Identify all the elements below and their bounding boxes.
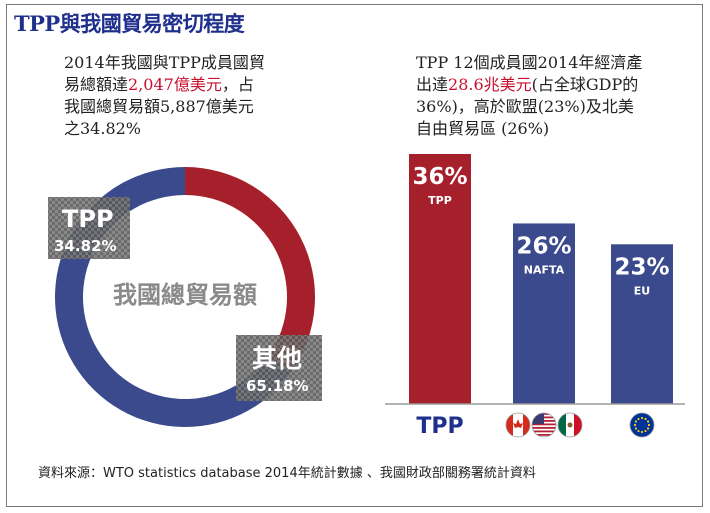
trade-total-highlight: 2,047億美元 [128,75,222,94]
other-slice-label-box: 其他 65.18% [236,335,322,401]
gdp-bar-chart: 36% TPP 26% NAFTA 23% EU TPP [385,154,685,439]
bar-nafta [513,223,575,404]
gdp-highlight: 28.6兆美元 [448,75,532,94]
bar-eu [611,244,673,404]
other-slice-value: 65.18% [246,377,308,395]
tpp-slice-value: 34.82% [54,237,116,255]
left-line-4: 之34.82% [64,119,142,138]
bar-value-label-tpp: 36% [412,164,467,190]
bar-tpp [409,154,471,404]
right-description: TPP 12個成員國2014年經濟產 出達28.6兆美元(占全球GDP的 36%… [416,52,642,140]
donut-slice-tpp [185,167,315,373]
right-line-2: 出達28.6兆美元(占全球GDP的 [416,75,639,94]
page-title: TPP與我國貿易密切程度 [14,11,245,36]
source-note: 資料來源：WTO statistics database 2014年統計數據 、… [38,466,536,481]
bar-value-label-nafta: 26% [516,233,571,259]
left-line-1: 2014年我國與TPP成員國貿 [64,53,265,72]
bar-category-label-eu: EU [634,284,650,297]
tpp-slice-label-box: TPP 34.82% [48,197,130,259]
donut-center-label: 我國總貿易額 [113,281,257,309]
trade-donut-chart: 我國總貿易額 TPP 34.82% 其他 65.18% [48,167,322,427]
canada-flag-icon [505,412,531,438]
mexico-flag-icon [557,412,583,438]
usa-flag-icon [531,412,557,438]
bar-category-label-nafta: NAFTA [524,263,565,276]
eu-flag-icon [629,412,655,438]
tpp-slice-label: TPP [62,205,114,233]
bar-value-label-eu: 23% [614,254,669,280]
right-line-4: 自由貿易區 (26%) [416,119,550,138]
right-line-1: TPP 12個成員國2014年經濟產 [416,53,643,72]
left-line-3: 我國總貿易額5,887億美元 [64,97,254,116]
left-description: 2014年我國與TPP成員國貿 易總額達2,047億美元，占 我國總貿易額5,8… [64,52,265,140]
bar-category-label-tpp: TPP [428,194,452,207]
right-line-3: 36%)，高於歐盟(23%)及北美 [416,97,634,116]
left-line-2: 易總額達2,047億美元，占 [64,75,254,94]
axis-label-tpp: TPP [416,414,463,439]
other-slice-label: 其他 [252,344,302,373]
